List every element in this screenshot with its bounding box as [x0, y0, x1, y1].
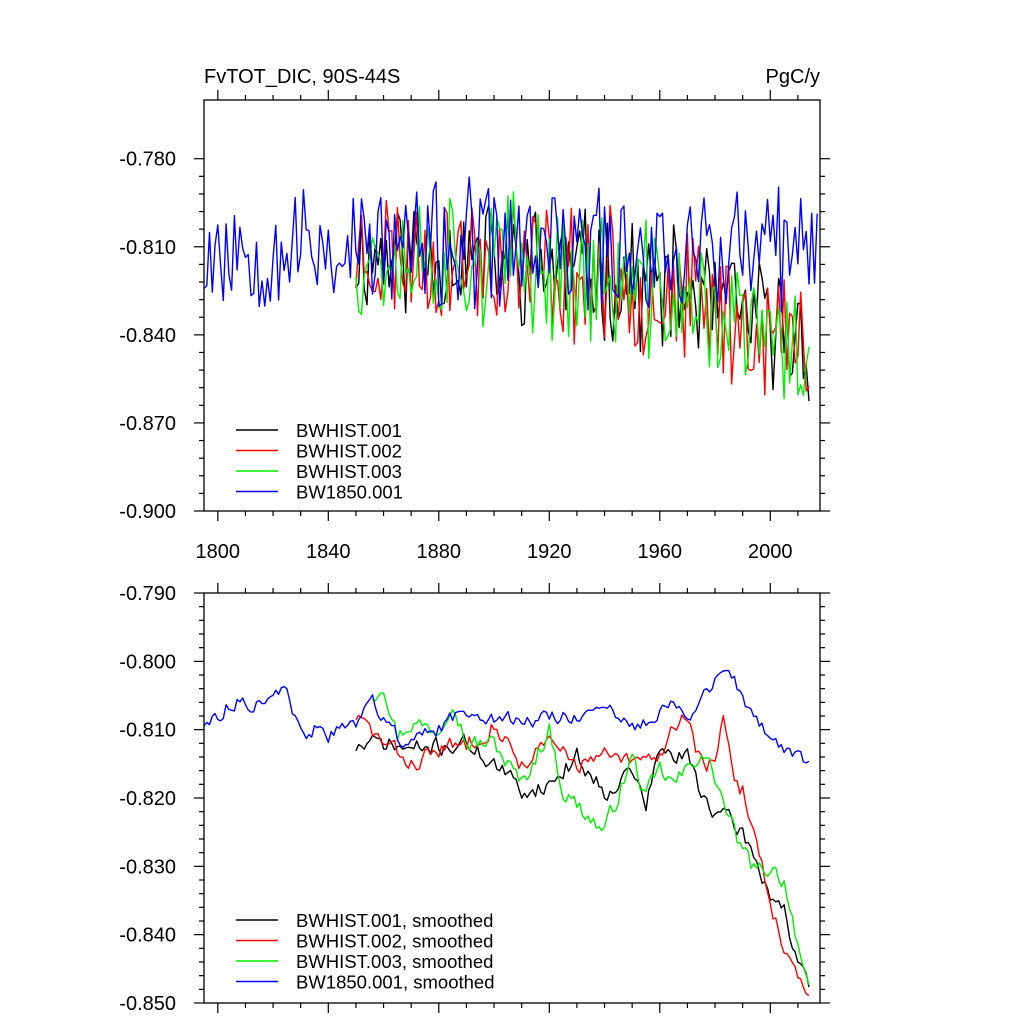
top-series-line-3	[204, 176, 818, 313]
top-legend-label-0: BWHIST.001	[296, 420, 402, 441]
top-ytick-label-0: -0.780	[119, 149, 176, 171]
bottom-tick-layer: -0.790 -0.800 -0.810 -0.820 -0.830 -0.840 -0.8…	[119, 583, 830, 1015]
top-legend-label-2: BWHIST.003	[296, 461, 402, 482]
bottom-legend-label-3: BW1850.001, smoothed	[296, 972, 495, 993]
bottom-legend-label-0: BWHIST.001, smoothed	[296, 910, 493, 931]
top-legend-label-1: BWHIST.002	[296, 441, 402, 462]
bottom-ytick-label-4: -0.830	[119, 856, 176, 878]
bottom-ytick-label-2: -0.810	[119, 720, 176, 742]
bottom-series-line-2	[372, 692, 810, 985]
top-xtick-label-1800: 1800	[196, 541, 241, 563]
bottom-ytick-label-5: -0.840	[119, 925, 176, 947]
bottom-series-line-0	[355, 733, 810, 988]
top-series-layer	[204, 176, 818, 402]
top-xtick-label-1840: 1840	[306, 541, 351, 563]
bottom-series-line-1	[355, 714, 810, 997]
top-legend-label-3: BW1850.001	[296, 482, 403, 503]
top-xtick-label-1920: 1920	[527, 541, 572, 563]
top-series-line-2	[355, 191, 810, 400]
bottom-legend-label-1: BWHIST.002, smoothed	[296, 931, 493, 952]
top-ytick-label-3: -0.870	[119, 413, 176, 435]
top-panel: FvTOT_DIC, 90S-44S PgC/y 1800 1840 1880 192…	[119, 66, 830, 563]
bottom-series-layer	[204, 669, 810, 997]
top-title-left: FvTOT_DIC, 90S-44S	[204, 66, 400, 88]
top-ytick-label-2: -0.840	[119, 325, 176, 347]
top-plot-frame	[203, 99, 821, 512]
bottom-ytick-label-1: -0.800	[119, 651, 176, 673]
top-title-right: PgC/y	[766, 66, 820, 88]
top-xtick-label-2000: 2000	[748, 541, 793, 563]
top-ytick-label-4: -0.900	[119, 501, 176, 523]
bottom-ytick-label-0: -0.790	[119, 583, 176, 605]
top-xtick-label-1880: 1880	[417, 541, 462, 563]
top-tick-layer: 1800 1840 1880 1920 1960 2000 -0.780 -0.810 -0.8…	[119, 90, 830, 563]
bottom-ytick-label-3: -0.820	[119, 788, 176, 810]
top-ytick-label-1: -0.810	[119, 237, 176, 259]
top-series-line-0	[355, 205, 810, 402]
bottom-ytick-label-6: -0.850	[119, 993, 176, 1015]
bottom-panel: -0.790 -0.800 -0.810 -0.820 -0.830 -0.840 -0.8…	[119, 583, 830, 1015]
bottom-series-line-3	[204, 669, 810, 764]
bottom-legend-label-2: BWHIST.003, smoothed	[296, 951, 493, 972]
top-xtick-label-1960: 1960	[638, 541, 683, 563]
